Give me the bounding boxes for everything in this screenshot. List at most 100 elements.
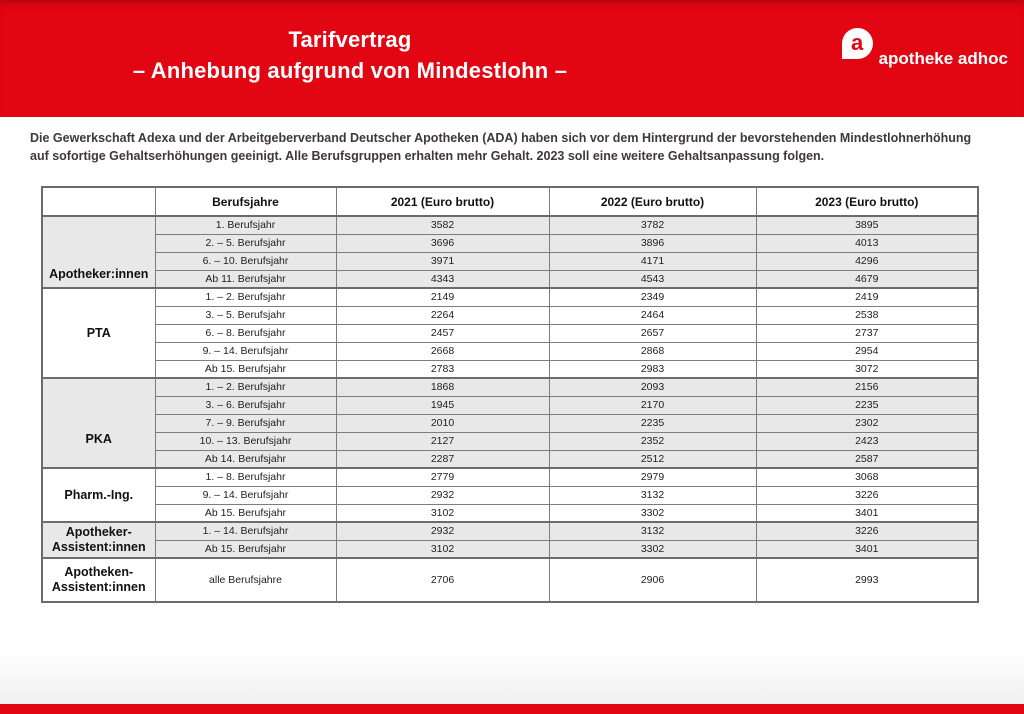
header-cell-2021: 2021 (Euro brutto): [335, 186, 550, 217]
salary-value-cell: 3102: [335, 539, 550, 559]
group-label: Apotheken- Assistent:innen: [41, 557, 156, 603]
berufsjahre-cell: 3. – 6. Berufsjahr: [154, 395, 337, 415]
salary-value-cell: 4543: [548, 269, 757, 289]
table-row: 3. – 6. Berufsjahr 1945 2170 2235: [42, 395, 979, 415]
salary-value-cell: 2657: [548, 323, 757, 343]
salary-value-cell: 3582: [335, 215, 550, 235]
salary-value-cell: 2423: [755, 431, 979, 451]
berufsjahre-cell: 1. – 2. Berufsjahr: [154, 287, 337, 307]
table-row: 6. – 10. Berufsjahr 3971 4171 4296: [42, 251, 979, 271]
brand-letter: a: [850, 29, 864, 55]
header-cell-2023: 2023 (Euro brutto): [755, 186, 979, 217]
table-row: PTA 1. – 2. Berufsjahr 2149 2349 2419: [41, 287, 979, 379]
salary-value-cell: 3068: [755, 467, 979, 487]
header-banner: Tarifvertrag – Anhebung aufgrund von Min…: [0, 0, 1024, 117]
salary-value-cell: 2737: [755, 323, 979, 343]
table-group: Apotheker- Assistent:innen 1. – 14. Beruf…: [41, 521, 979, 559]
group-label: Apotheker:innen: [41, 215, 156, 289]
salary-value-cell: 4296: [755, 251, 979, 271]
berufsjahre-cell: Ab 14. Berufsjahr: [154, 449, 337, 469]
salary-value-cell: 2010: [335, 413, 550, 433]
berufsjahre-cell: 3. – 5. Berufsjahr: [154, 305, 337, 325]
salary-value-cell: 2779: [335, 467, 550, 487]
berufsjahre-cell: 9. – 14. Berufsjahr: [154, 485, 337, 505]
table-group: Apotheker:innen 1. Berufsjahr 3582 3782 3895…: [41, 215, 979, 289]
berufsjahre-cell: Ab 11. Berufsjahr: [154, 269, 337, 289]
salary-value-cell: 2783: [335, 359, 550, 379]
table-header: Berufsjahre 2021 (Euro brutto) 2022 (Eur…: [41, 186, 979, 217]
salary-value-cell: 2512: [548, 449, 757, 469]
salary-value-cell: 2287: [335, 449, 550, 469]
header-cell-berufsjahre: Berufsjahre: [154, 186, 337, 217]
berufsjahre-cell: 2. – 5. Berufsjahr: [154, 233, 337, 253]
berufsjahre-cell: 1. – 2. Berufsjahr: [154, 377, 337, 397]
salary-value-cell: 2235: [755, 395, 979, 415]
berufsjahre-cell: 7. – 9. Berufsjahr: [154, 413, 337, 433]
salary-value-cell: 2302: [755, 413, 979, 433]
salary-value-cell: 3072: [755, 359, 979, 379]
berufsjahre-cell: 6. – 8. Berufsjahr: [154, 323, 337, 343]
berufsjahre-cell: 1. – 14. Berufsjahr: [154, 521, 337, 541]
salary-value-cell: 2170: [548, 395, 757, 415]
group-label: PTA: [41, 287, 156, 379]
salary-value-cell: 4171: [548, 251, 757, 271]
salary-value-cell: 3895: [755, 215, 979, 235]
table-header-row: Berufsjahre 2021 (Euro brutto) 2022 (Eur…: [41, 186, 979, 217]
salary-value-cell: 3401: [755, 503, 979, 523]
table-row: Apotheker:innen 1. Berufsjahr 3582 3782 3895: [41, 215, 979, 289]
salary-value-cell: 3401: [755, 539, 979, 559]
berufsjahre-cell: Ab 15. Berufsjahr: [154, 359, 337, 379]
salary-value-cell: 3971: [335, 251, 550, 271]
berufsjahre-cell: alle Berufsjahre: [154, 557, 337, 603]
table-row: Ab 11. Berufsjahr 4343 4543 4679: [42, 269, 979, 289]
header-cell-group: [41, 186, 156, 217]
table-row: 6. – 8. Berufsjahr 2457 2657 2737: [42, 323, 979, 343]
page-title: Tarifvertrag – Anhebung aufgrund von Min…: [95, 24, 605, 86]
table-row: Apotheker- Assistent:innen 1. – 14. Beruf…: [41, 521, 979, 559]
salary-value-cell: 2264: [335, 305, 550, 325]
table-row: 9. – 14. Berufsjahr 2668 2868 2954: [42, 341, 979, 361]
salary-value-cell: 2156: [755, 377, 979, 397]
salary-value-cell: 1945: [335, 395, 550, 415]
speech-bubble-icon: a: [841, 28, 873, 59]
salary-value-cell: 2538: [755, 305, 979, 325]
salary-value-cell: 2906: [548, 557, 757, 603]
salary-value-cell: 2983: [548, 359, 757, 379]
intro-line2: auf sofortige Gehaltserhöhungen geeinigt…: [30, 148, 825, 163]
salary-value-cell: 2668: [335, 341, 550, 361]
salary-value-cell: 3782: [548, 215, 757, 235]
salary-value-cell: 3896: [548, 233, 757, 253]
table-group: PKA 1. – 2. Berufsjahr 1868 2093 2156 3. – 6.…: [41, 377, 979, 469]
berufsjahre-cell: 1. Berufsjahr: [154, 215, 337, 235]
table-row: Ab 14. Berufsjahr 2287 2512 2587: [42, 449, 979, 469]
page-title-line1: Tarifvertrag: [288, 27, 412, 52]
table-row: PKA 1. – 2. Berufsjahr 1868 2093 2156: [41, 377, 979, 469]
group-label: Apotheker- Assistent:innen: [41, 521, 156, 559]
salary-value-cell: 2993: [755, 557, 979, 603]
salary-value-cell: 2932: [335, 485, 550, 505]
salary-value-cell: 1868: [335, 377, 550, 397]
salary-value-cell: 2868: [548, 341, 757, 361]
bottom-red-bar: [0, 704, 1024, 714]
berufsjahre-cell: 1. – 8. Berufsjahr: [154, 467, 337, 487]
salary-value-cell: 4679: [755, 269, 979, 289]
salary-value-cell: 3102: [335, 503, 550, 523]
salary-value-cell: 4013: [755, 233, 979, 253]
table-row: 3. – 5. Berufsjahr 2264 2464 2538: [42, 305, 979, 325]
salary-value-cell: 3132: [548, 521, 757, 541]
salary-value-cell: 4343: [335, 269, 550, 289]
salary-value-cell: 2352: [548, 431, 757, 451]
intro-text: Die Gewerkschaft Adexa und der Arbeitgeb…: [30, 130, 996, 165]
salary-value-cell: 2093: [548, 377, 757, 397]
table-group: Pharm.-Ing. 1. – 8. Berufsjahr 2779 2979 306…: [41, 467, 979, 523]
salary-value-cell: 2954: [755, 341, 979, 361]
salary-value-cell: 2457: [335, 323, 550, 343]
table-row: 10. – 13. Berufsjahr 2127 2352 2423: [42, 431, 979, 451]
salary-value-cell: 2932: [335, 521, 550, 541]
brand-logo: a apotheke adhoc: [841, 28, 1008, 67]
salary-value-cell: 2464: [548, 305, 757, 325]
table-row: 9. – 14. Berufsjahr 2932 3132 3226: [42, 485, 979, 505]
table-row: 2. – 5. Berufsjahr 3696 3896 4013: [42, 233, 979, 253]
salary-value-cell: 2235: [548, 413, 757, 433]
salary-value-cell: 3696: [335, 233, 550, 253]
